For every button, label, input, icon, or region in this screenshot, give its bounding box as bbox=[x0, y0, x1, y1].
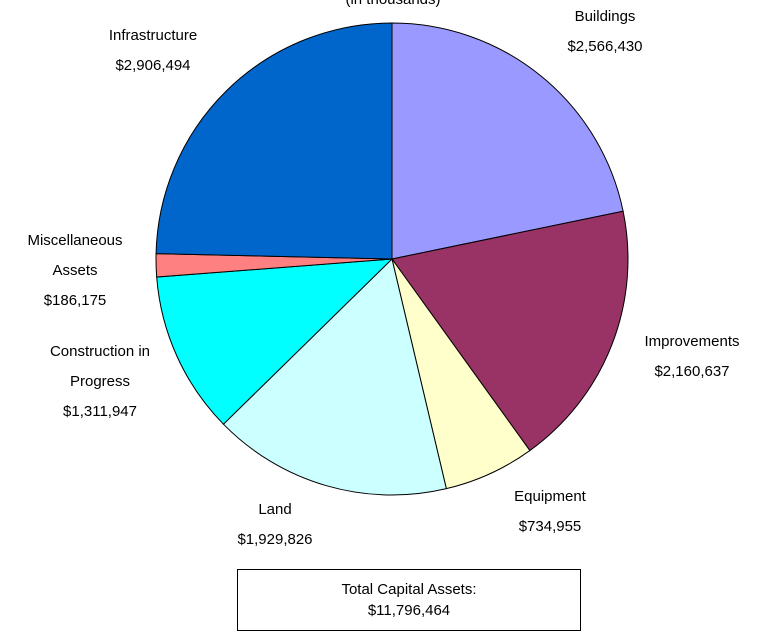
slice-label: Land $1,929,826 bbox=[210, 495, 340, 555]
value-label: $2,906,494 bbox=[115, 57, 191, 74]
pie-slice bbox=[391, 22, 624, 260]
chart-subtitle: (in thousands) bbox=[345, 0, 440, 8]
value-label: $186,175 bbox=[43, 292, 107, 309]
pie-slice bbox=[391, 210, 629, 452]
total-box: Total Capital Assets: $11,796,464 bbox=[237, 569, 581, 631]
slice-label: Infrastructure $2,906,494 bbox=[78, 21, 228, 81]
value-label: $1,311,947 bbox=[63, 403, 137, 420]
category-label: Land bbox=[258, 501, 292, 518]
category-label: Infrastructure bbox=[108, 27, 198, 44]
pie-slice bbox=[156, 258, 394, 425]
slice-label: Equipment $734,955 bbox=[485, 482, 615, 542]
category-label: Miscellaneous Assets bbox=[27, 232, 123, 279]
slice-label: Construction in Progress $1,311,947 bbox=[35, 337, 165, 427]
value-label: $2,160,637 bbox=[654, 363, 730, 380]
value-label: $1,929,826 bbox=[237, 531, 313, 548]
value-label: $734,955 bbox=[518, 518, 582, 535]
category-label: Improvements bbox=[644, 333, 740, 350]
value-label: $2,566,430 bbox=[567, 38, 643, 55]
category-label: Buildings bbox=[574, 8, 636, 25]
category-label: Equipment bbox=[514, 488, 586, 505]
slice-label: Miscellaneous Assets $186,175 bbox=[5, 226, 145, 316]
pie-slice bbox=[155, 22, 393, 260]
total-value: $11,796,464 bbox=[367, 602, 451, 619]
category-label: Construction in Progress bbox=[49, 343, 151, 390]
slice-label: Improvements $2,160,637 bbox=[617, 327, 758, 387]
slice-label: Buildings $2,566,430 bbox=[540, 2, 670, 62]
pie-slice bbox=[222, 258, 447, 496]
total-title: Total Capital Assets: bbox=[341, 581, 477, 598]
